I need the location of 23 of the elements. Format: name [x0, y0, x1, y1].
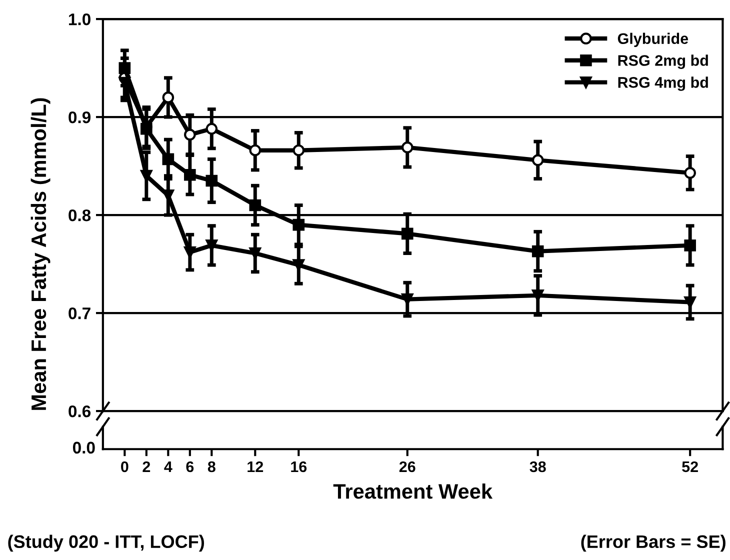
x-tick-label: 52: [682, 461, 698, 472]
y-tick-label: 0.7: [68, 307, 90, 320]
x-tick-label: 26: [399, 461, 416, 472]
legend-label: Glyburide: [618, 32, 688, 48]
legend-label: RSG 4mg bd: [618, 76, 708, 91]
text: 0.0: [72, 442, 95, 454]
x-tick-label: 4: [164, 461, 172, 472]
legend-label: RSG 2mg bd: [618, 54, 708, 69]
x-axis-title: Treatment Week: [333, 484, 493, 499]
x-tick-label: 6: [186, 461, 194, 472]
x-tick-label: 0: [121, 461, 128, 472]
x-tick-label: 8: [208, 461, 216, 472]
text: (Study 020 - ITT, LOCF): [8, 534, 204, 552]
x-tick-label: 38: [530, 461, 546, 472]
y-tick-label: 1.0: [69, 13, 90, 26]
x-tick-label: 2: [142, 461, 150, 472]
text: (Error Bars = SE): [581, 534, 726, 552]
y-axis-title: Mean Free Fatty Acids (mmol/L): [30, 98, 50, 410]
y-tick-label: 0.9: [68, 111, 91, 124]
y-tick-label: 0.6: [68, 405, 91, 418]
x-tick-label: 16: [291, 461, 307, 472]
x-tick-label: 12: [248, 461, 264, 472]
y-tick-label: 0.8: [68, 209, 91, 222]
